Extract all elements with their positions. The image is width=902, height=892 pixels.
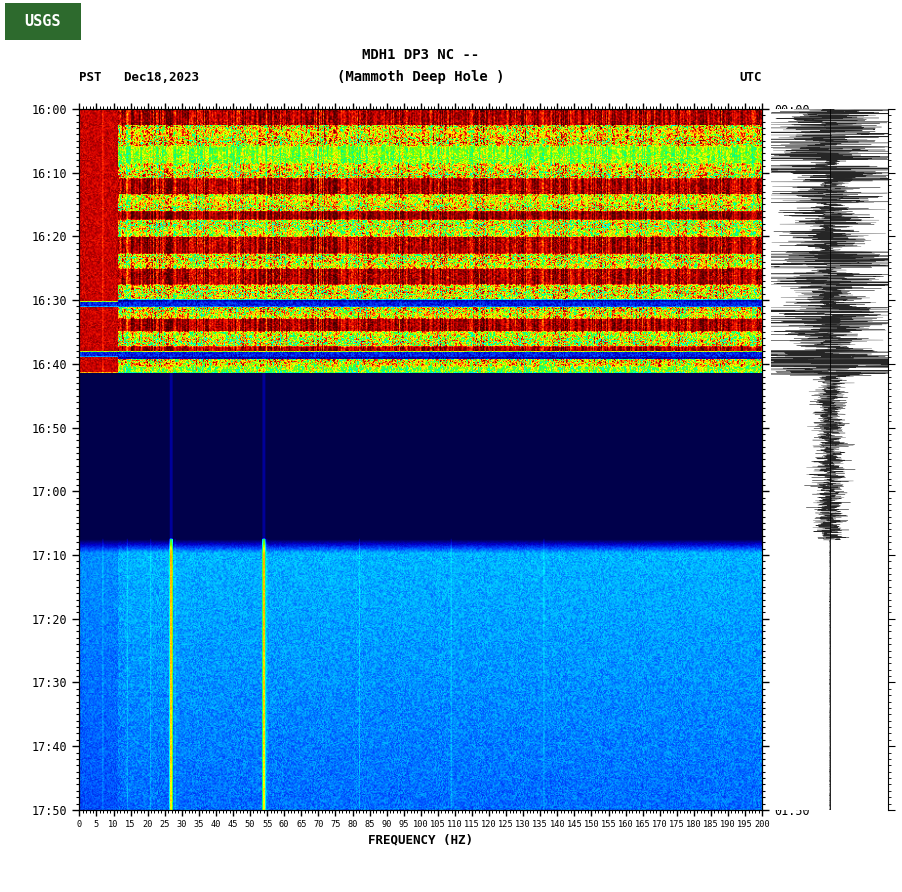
Text: PST   Dec18,2023: PST Dec18,2023 [79, 70, 199, 84]
Text: UTC: UTC [740, 70, 762, 84]
Text: (Mammoth Deep Hole ): (Mammoth Deep Hole ) [337, 70, 504, 84]
Text: USGS: USGS [24, 14, 61, 29]
X-axis label: FREQUENCY (HZ): FREQUENCY (HZ) [368, 833, 474, 847]
Text: MDH1 DP3 NC --: MDH1 DP3 NC -- [363, 48, 479, 62]
